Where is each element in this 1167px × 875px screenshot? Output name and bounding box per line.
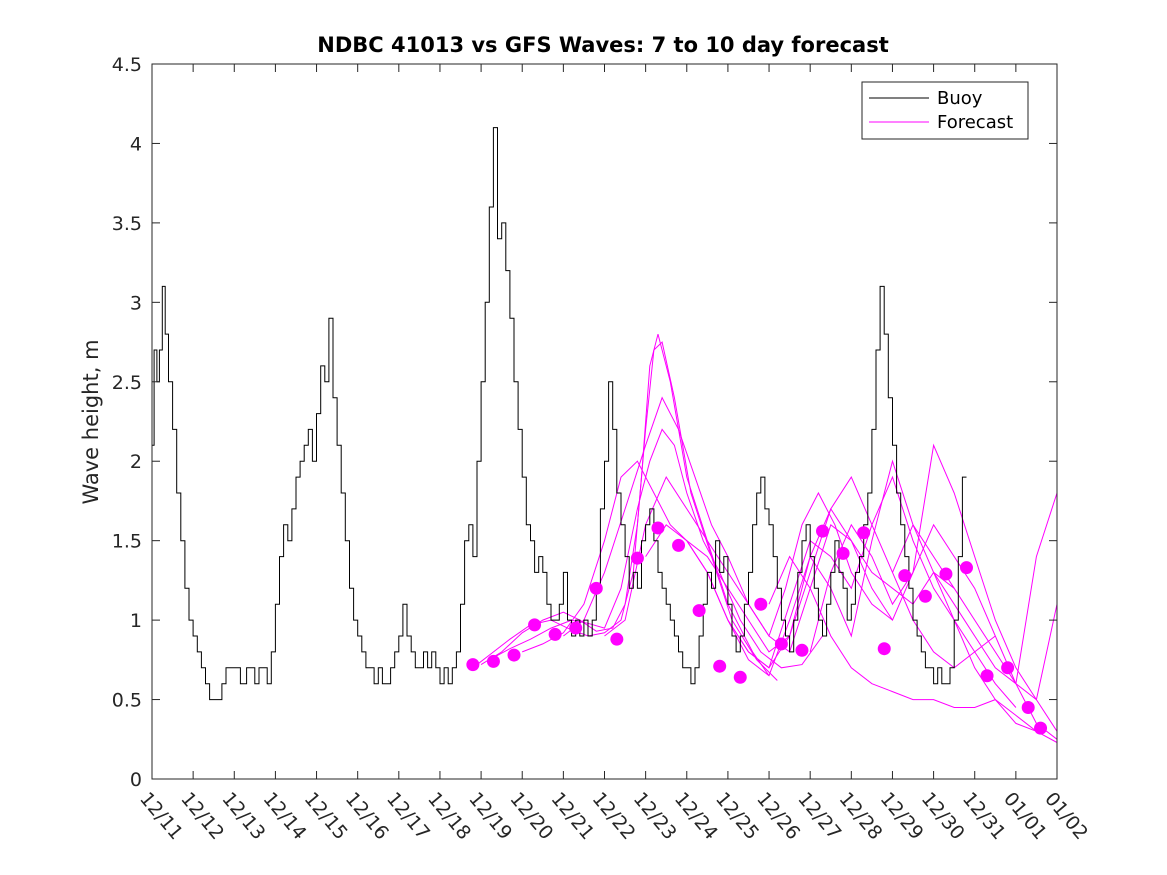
y-tick-label: 0 xyxy=(130,769,142,791)
forecast-marker xyxy=(466,658,480,672)
forecast-line xyxy=(686,475,1017,708)
forecast-marker xyxy=(610,632,624,646)
buoy-line xyxy=(152,127,967,701)
forecast-marker xyxy=(486,654,500,668)
forecast-marker xyxy=(713,659,727,673)
forecast-marker xyxy=(589,581,603,595)
y-tick-label: 2.5 xyxy=(112,372,142,394)
forecast-line xyxy=(768,555,1058,743)
forecast-marker xyxy=(548,627,562,641)
forecast-line xyxy=(809,443,1058,732)
forecast-marker xyxy=(877,642,891,656)
forecast-markers xyxy=(466,521,1048,735)
legend-forecast-label: Forecast xyxy=(937,112,1013,133)
forecast-marker xyxy=(939,567,953,581)
forecast-marker xyxy=(960,561,973,575)
forecast-marker xyxy=(898,569,912,583)
y-tick-label: 1 xyxy=(130,610,142,632)
forecast-marker xyxy=(672,538,686,552)
forecast-marker xyxy=(692,604,706,618)
forecast-line xyxy=(850,523,1058,740)
forecast-marker xyxy=(569,621,583,635)
forecast-marker xyxy=(754,597,768,611)
forecast-marker xyxy=(774,637,788,651)
forecast-marker xyxy=(918,589,932,603)
forecast-marker xyxy=(630,551,644,565)
forecast-line xyxy=(489,428,823,669)
forecast-marker xyxy=(1034,721,1048,735)
forecast-marker xyxy=(528,618,542,632)
legend-buoy-label: Buoy xyxy=(937,88,983,109)
legend: Buoy Forecast xyxy=(861,81,1029,140)
forecast-marker xyxy=(857,526,871,540)
forecast-marker xyxy=(733,670,747,684)
y-tick-label: 0.5 xyxy=(112,690,142,712)
y-tick-label: 4 xyxy=(130,133,142,155)
forecast-line xyxy=(933,492,1058,685)
forecast-line xyxy=(522,460,852,653)
forecast-marker xyxy=(1001,661,1015,675)
forecast-marker xyxy=(836,546,850,560)
forecast-marker xyxy=(795,643,809,657)
chart-title: NDBC 41013 vs GFS Waves: 7 to 10 day for… xyxy=(317,33,888,57)
y-axis-label: Wave height, m xyxy=(79,339,103,504)
y-tick-label: 3.5 xyxy=(112,213,142,235)
y-tick-label: 4.5 xyxy=(112,54,142,76)
forecast-marker xyxy=(651,521,665,535)
y-axis: 0 0.5 1 1.5 2 2.5 3 3.5 4 4.5 xyxy=(112,54,1057,791)
forecast-marker xyxy=(980,669,994,683)
y-tick-label: 3 xyxy=(130,292,142,314)
forecast-line xyxy=(892,523,1058,701)
forecast-marker xyxy=(1021,701,1035,714)
legend-box xyxy=(861,81,1029,140)
y-tick-label: 1.5 xyxy=(112,531,142,553)
plot-area xyxy=(152,64,1057,779)
forecast-marker xyxy=(816,524,830,538)
forecast-marker xyxy=(507,648,521,662)
buoy-line-group xyxy=(152,127,967,701)
y-tick-label: 2 xyxy=(130,451,142,473)
